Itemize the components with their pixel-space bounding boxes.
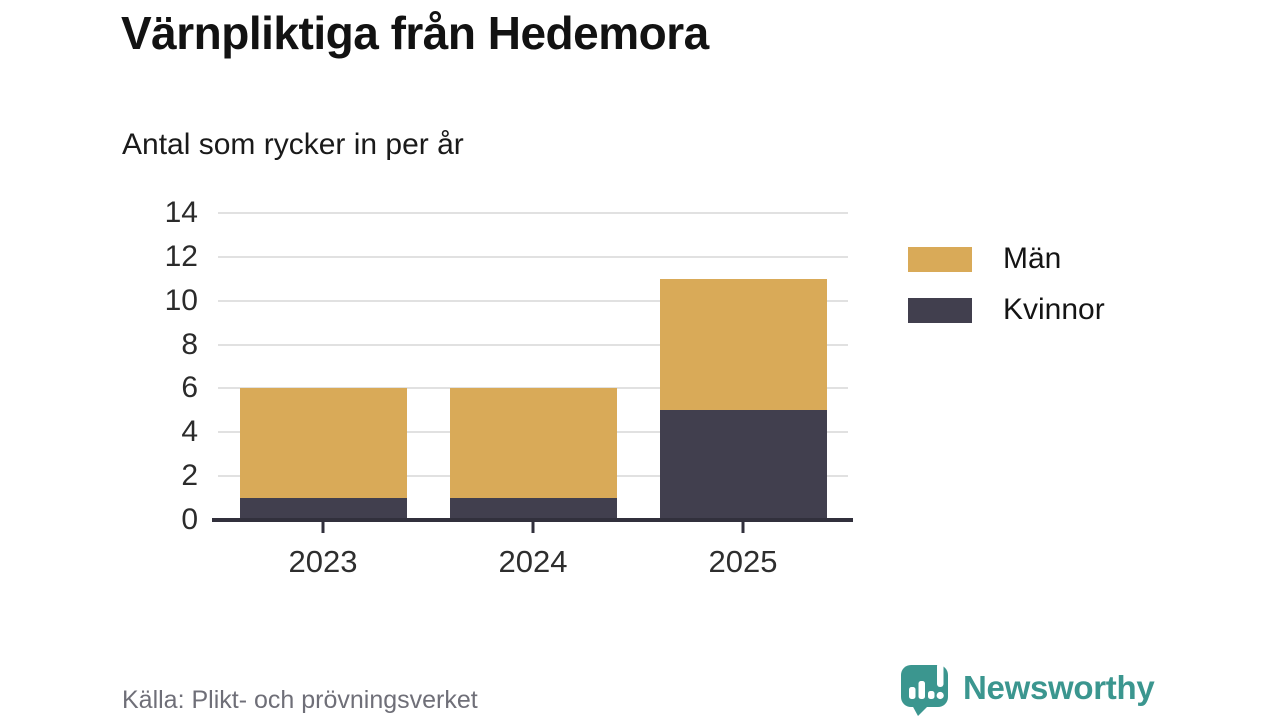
gridline (218, 299, 848, 302)
gridline (218, 343, 848, 346)
x-tick-label: 2024 (498, 544, 568, 579)
chart-legend: Män Kvinnor (908, 244, 1105, 346)
bar-segment-män-2023 (239, 388, 407, 499)
gridline (218, 212, 848, 214)
y-tick-label: 10 (164, 283, 198, 317)
bar-segment-män-2025 (659, 278, 827, 411)
newsworthy-wordmark: Newsworthy (963, 669, 1155, 706)
y-tick-label: 4 (181, 415, 198, 449)
legend-label-men: Män (1003, 242, 1062, 275)
x-axis-tick (321, 522, 325, 533)
newsworthy-speech-bubble-chart-icon (901, 663, 948, 716)
legend-swatch-men (908, 246, 972, 272)
bar-segment-kvinnor-2023 (239, 498, 407, 520)
x-tick-label: 2025 (708, 544, 778, 579)
gridline (218, 255, 848, 258)
y-axis-labels: 0 2 4 6 8 10 12 14 (0, 198, 198, 535)
x-axis-tick (741, 522, 745, 533)
y-tick-label: 2 (181, 459, 198, 493)
y-tick-label: 6 (181, 371, 198, 405)
legend-item-women: Kvinnor (908, 295, 1105, 325)
y-tick-label: 0 (181, 503, 198, 536)
y-tick-label: 14 (164, 196, 198, 229)
y-tick-label: 8 (181, 327, 198, 361)
y-tick-label: 12 (164, 239, 198, 273)
newsworthy-logo[interactable]: Newsworthy (899, 660, 1155, 716)
chart-subtitle: Antal som rycker in per år (122, 128, 464, 161)
x-axis-labels: 2023 2024 2025 (218, 522, 848, 592)
x-axis-tick (531, 522, 535, 533)
bar-segment-kvinnor-2025 (659, 410, 827, 520)
plot-area (218, 212, 848, 520)
legend-label-women: Kvinnor (1003, 293, 1105, 326)
legend-swatch-women (908, 297, 972, 323)
legend-item-men: Män (908, 244, 1105, 274)
bar-segment-kvinnor-2024 (449, 498, 617, 520)
chart-title: Värnpliktiga från Hedemora (121, 7, 709, 59)
bar-segment-män-2024 (449, 388, 617, 499)
x-axis-line (212, 518, 853, 522)
x-tick-label: 2023 (288, 544, 358, 579)
source-caption: Källa: Plikt- och prövningsverket (122, 686, 478, 714)
